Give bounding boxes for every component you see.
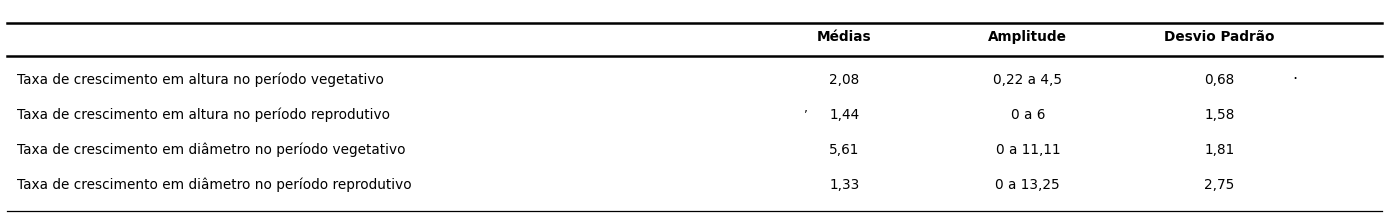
Text: 1,44: 1,44 bbox=[829, 108, 860, 122]
Text: 0 a 6: 0 a 6 bbox=[1011, 108, 1045, 122]
Text: Médias: Médias bbox=[817, 30, 872, 44]
Text: Desvio Padrão: Desvio Padrão bbox=[1164, 30, 1275, 44]
Text: 0 a 13,25: 0 a 13,25 bbox=[996, 178, 1060, 192]
Text: Taxa de crescimento em altura no período reprodutivo: Taxa de crescimento em altura no período… bbox=[17, 108, 390, 122]
Text: 2,75: 2,75 bbox=[1204, 178, 1235, 192]
Text: Taxa de crescimento em altura no período vegetativo: Taxa de crescimento em altura no período… bbox=[17, 73, 383, 87]
Text: 1,33: 1,33 bbox=[829, 178, 860, 192]
Text: Taxa de crescimento em diâmetro no período vegetativo: Taxa de crescimento em diâmetro no perío… bbox=[17, 143, 406, 157]
Text: 0,22 a 4,5: 0,22 a 4,5 bbox=[993, 73, 1063, 87]
Text: ’: ’ bbox=[804, 108, 807, 122]
Text: 0,68: 0,68 bbox=[1204, 73, 1235, 87]
Text: ·: · bbox=[1292, 72, 1297, 87]
Text: 2,08: 2,08 bbox=[829, 73, 860, 87]
Text: 1,58: 1,58 bbox=[1204, 108, 1235, 122]
Text: Amplitude: Amplitude bbox=[989, 30, 1067, 44]
Text: 5,61: 5,61 bbox=[829, 143, 860, 157]
Text: 0 a 11,11: 0 a 11,11 bbox=[996, 143, 1060, 157]
Text: Taxa de crescimento em diâmetro no período reprodutivo: Taxa de crescimento em diâmetro no perío… bbox=[17, 178, 411, 192]
Text: 1,81: 1,81 bbox=[1204, 143, 1235, 157]
